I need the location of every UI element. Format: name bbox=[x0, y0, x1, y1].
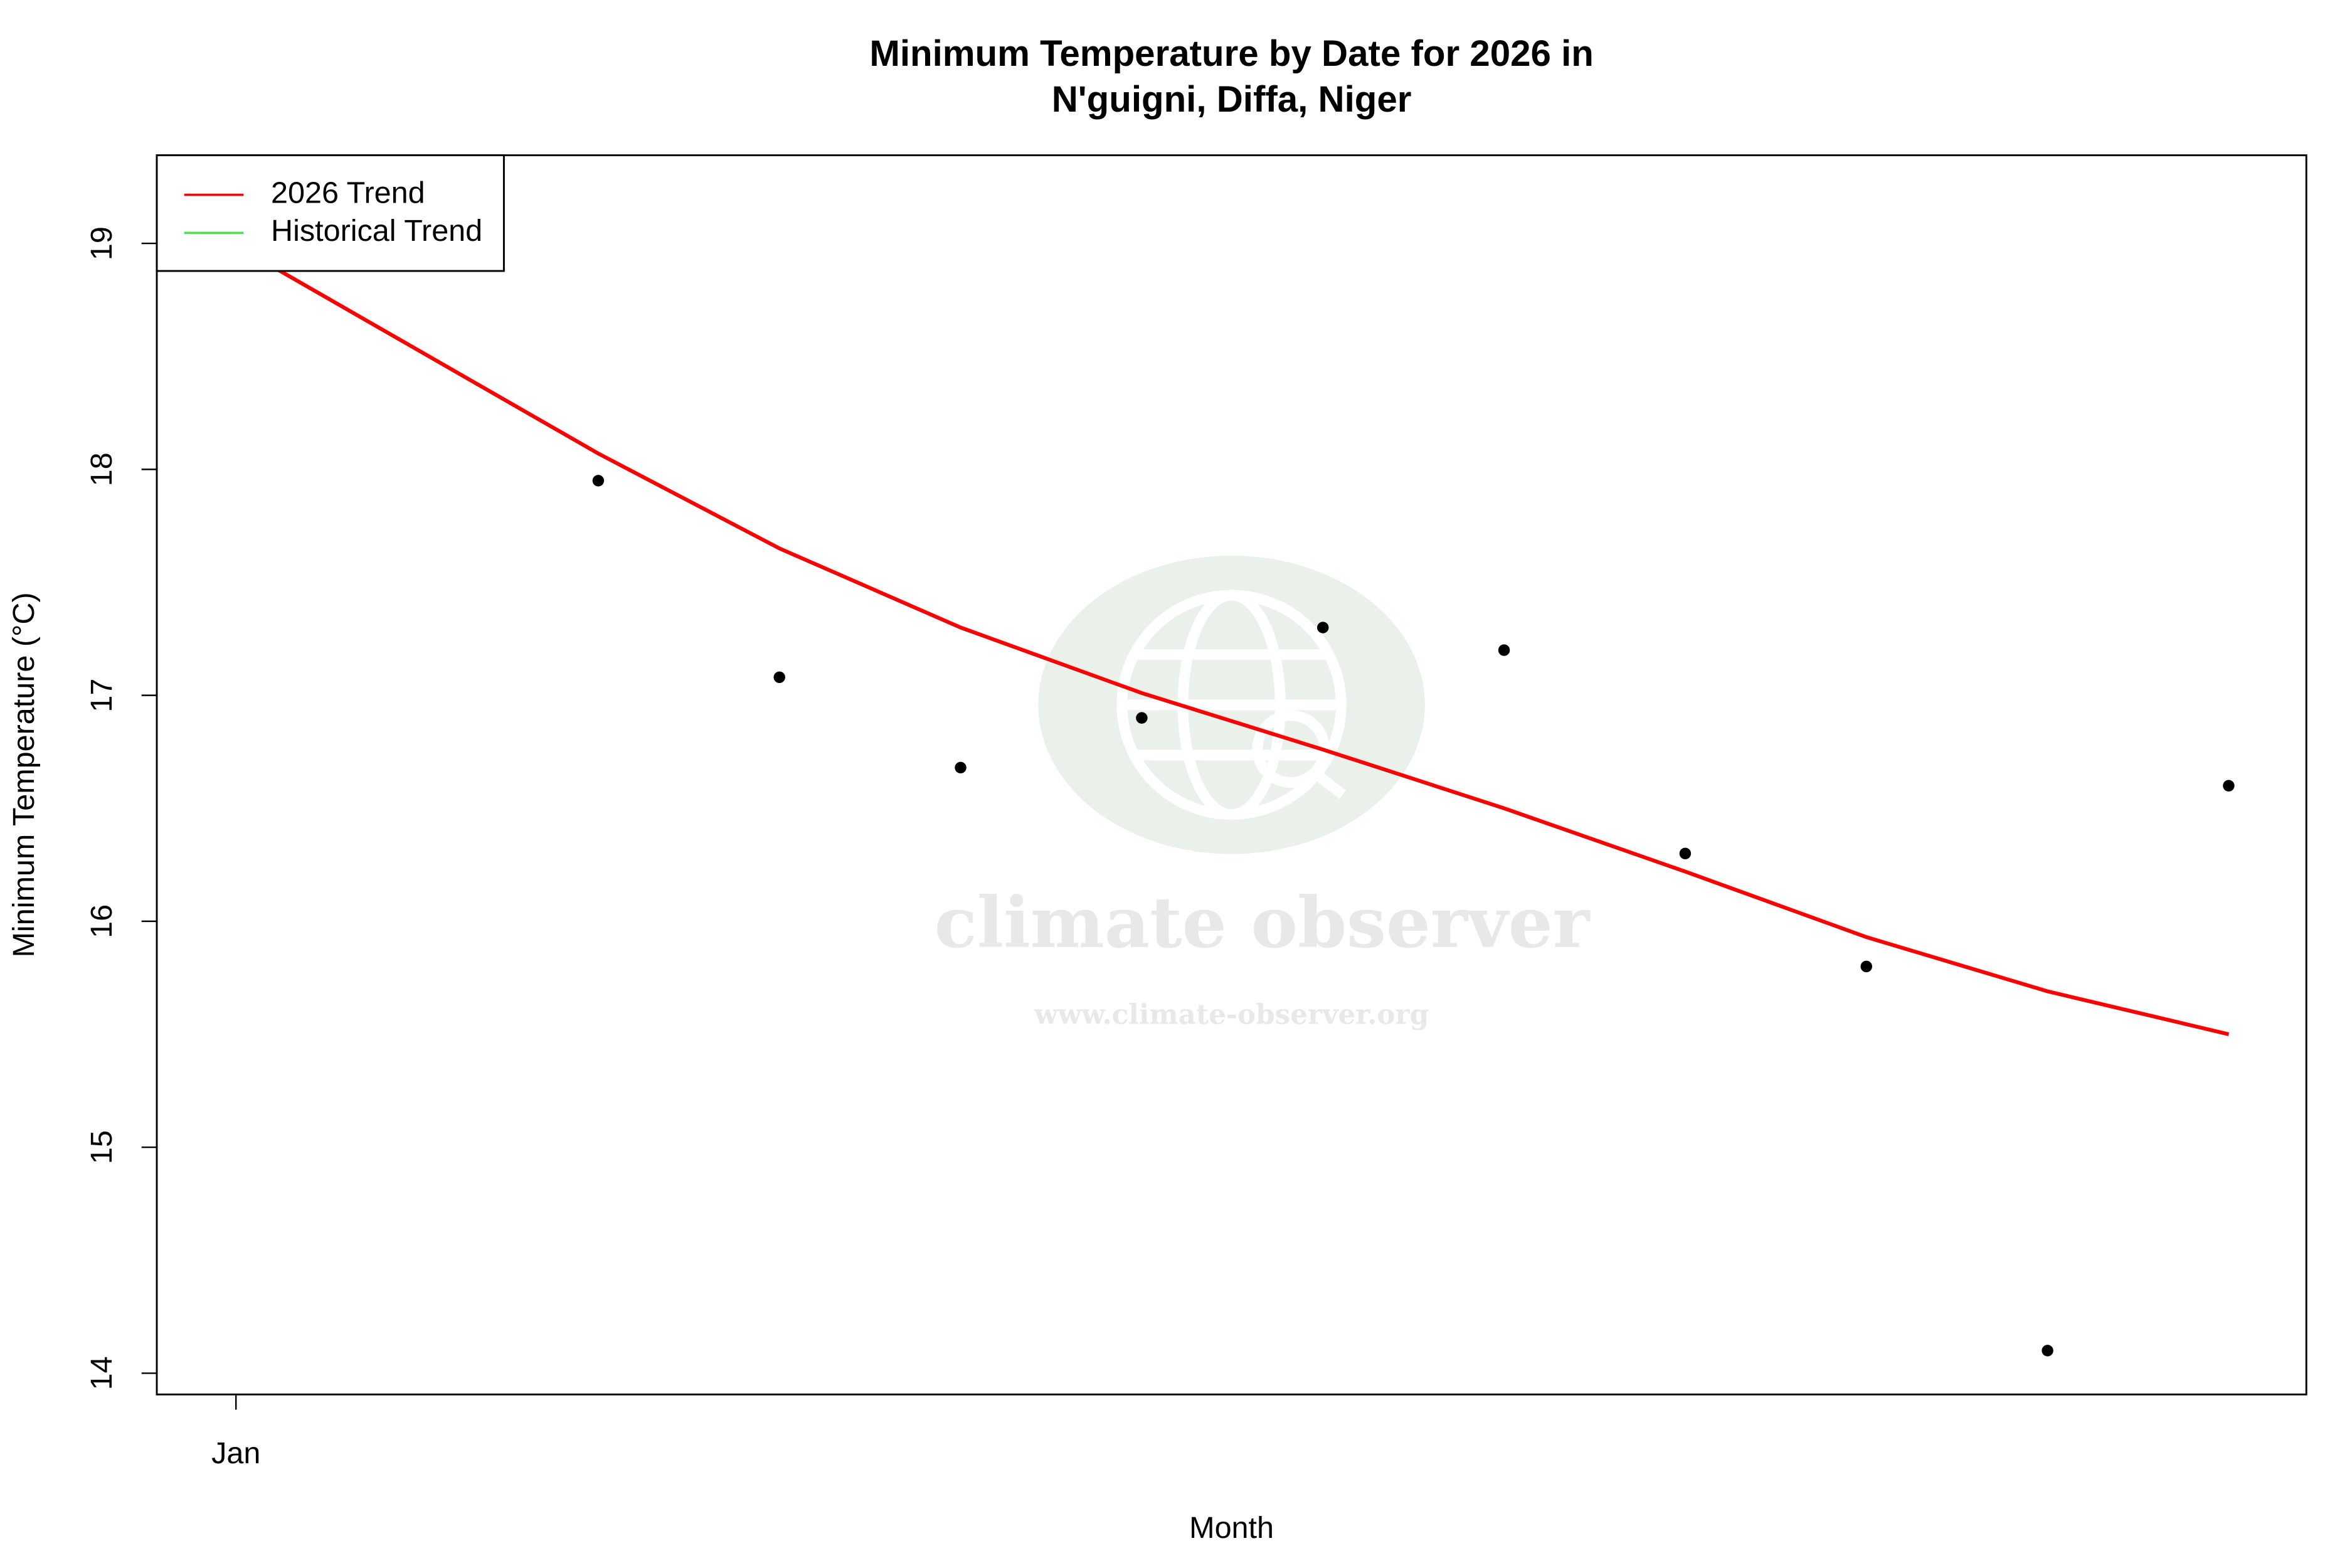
y-tick-label: 17 bbox=[85, 679, 119, 712]
legend-label: Historical Trend bbox=[271, 214, 482, 248]
y-tick-label: 19 bbox=[85, 226, 119, 260]
data-point bbox=[2223, 780, 2235, 792]
legend: 2026 Trend Historical Trend bbox=[156, 154, 505, 272]
watermark-url: www.climate-observer.org bbox=[1034, 999, 1429, 1030]
watermark-name: climate observer bbox=[935, 882, 1591, 964]
y-tick-label: 15 bbox=[85, 1130, 119, 1164]
chart-title: N'guigni, Diffa, Niger bbox=[1052, 79, 1412, 120]
trend-line bbox=[235, 244, 2230, 1036]
legend-label: 2026 Trend bbox=[271, 176, 425, 210]
watermark: climate observer www.climate-observer.or… bbox=[935, 555, 1591, 1030]
plot-frame bbox=[156, 154, 2307, 1396]
data-point bbox=[1136, 712, 1148, 724]
data-point bbox=[1317, 622, 1329, 633]
y-tick-label: 14 bbox=[85, 1356, 119, 1390]
x-tick-label: Jan bbox=[211, 1436, 260, 1470]
data-point bbox=[773, 671, 785, 684]
data-point bbox=[1860, 960, 1872, 973]
x-axis-label: Month bbox=[1189, 1511, 1274, 1545]
data-point bbox=[1498, 644, 1510, 656]
data-point bbox=[955, 761, 967, 774]
y-tick-label: 18 bbox=[85, 452, 119, 486]
legend-box bbox=[156, 154, 505, 272]
chart-title: Minimum Temperature by Date for 2026 in bbox=[869, 33, 1594, 74]
y-tick-label: 16 bbox=[85, 904, 119, 938]
data-point bbox=[592, 475, 605, 487]
y-axis-label: Minimum Temperature (°C) bbox=[7, 592, 41, 957]
data-point bbox=[1679, 847, 1692, 860]
data-point bbox=[2042, 1345, 2053, 1357]
